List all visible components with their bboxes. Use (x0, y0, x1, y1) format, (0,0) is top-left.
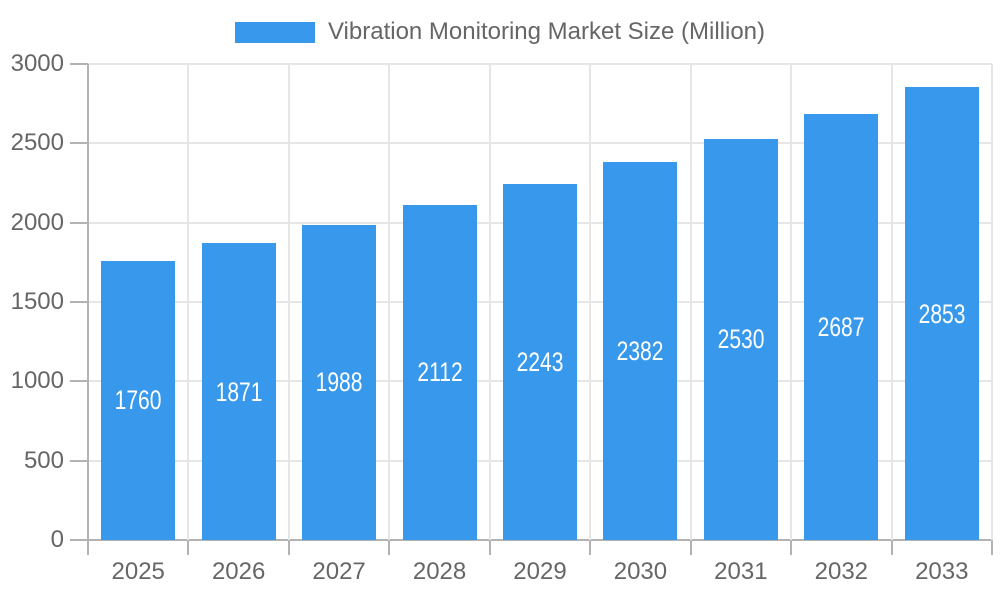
x-tick-mark (991, 540, 993, 555)
bar: 1871 (201, 243, 276, 540)
bar-value-label: 1760 (114, 385, 162, 416)
bar-value-label: 2243 (516, 347, 564, 378)
bar-value-label: 2382 (616, 336, 664, 367)
bar: 2112 (402, 204, 477, 540)
y-tick-mark (70, 221, 88, 224)
y-gridline (88, 539, 992, 541)
x-tick-mark (689, 540, 692, 555)
bar-value-label: 2112 (416, 357, 463, 388)
bar-value-label: 2687 (817, 311, 865, 342)
x-tick-label: 2027 (312, 558, 366, 585)
y-tick-mark (70, 63, 88, 65)
bar-value-label: 2530 (717, 324, 765, 355)
plot-area: 1760 1871 1988 2112 2243 2382 2530 2687 2853 (87, 63, 993, 541)
x-gridline (488, 64, 491, 540)
x-gridline (790, 64, 793, 540)
y-tick-mark (70, 142, 88, 145)
y-tick-mark (70, 301, 88, 303)
y-tick-label: 2500 (10, 129, 64, 157)
bar: 2530 (703, 138, 778, 540)
bar-value-label: 1988 (315, 367, 363, 398)
x-gridline (991, 64, 993, 540)
x-gridline (87, 64, 89, 540)
x-tick-mark (488, 540, 491, 555)
x-tick-label: 2029 (513, 558, 567, 585)
x-tick-label: 2028 (412, 558, 467, 585)
x-tick-label: 2031 (714, 558, 768, 585)
legend-swatch (234, 21, 315, 43)
x-tick-mark (87, 540, 89, 555)
legend-label: Vibration Monitoring Market Size (Millio… (327, 18, 766, 45)
x-tick-mark (589, 540, 592, 555)
y-tick-mark (70, 459, 88, 462)
bar: 1988 (302, 224, 377, 540)
x-tick-mark (890, 540, 893, 555)
bar-value-label: 1871 (215, 376, 263, 407)
x-tick-label: 2026 (211, 558, 266, 585)
y-tick-mark (70, 539, 88, 541)
y-gridline (88, 142, 992, 145)
y-tick-label: 1500 (10, 288, 64, 315)
bar: 2853 (904, 87, 979, 540)
x-tick-mark (287, 540, 290, 555)
x-gridline (890, 64, 893, 540)
x-gridline (287, 64, 290, 540)
bar: 2687 (804, 113, 879, 540)
x-tick-label: 2025 (111, 558, 165, 585)
x-gridline (689, 64, 692, 540)
bar: 2382 (603, 162, 678, 540)
x-tick-mark (187, 540, 190, 555)
x-gridline (187, 64, 190, 540)
y-tick-label: 1000 (10, 367, 64, 395)
y-gridline (88, 63, 992, 65)
y-tick-label: 500 (23, 446, 64, 474)
y-tick-label: 0 (50, 526, 64, 553)
x-gridline (589, 64, 592, 540)
bar: 1760 (101, 260, 176, 540)
y-tick-mark (70, 380, 88, 383)
x-tick-label: 2032 (814, 558, 869, 585)
bar-value-label: 2853 (918, 298, 966, 329)
bar: 2243 (503, 184, 577, 540)
x-tick-mark (388, 540, 391, 555)
x-tick-label: 2030 (613, 558, 668, 585)
y-tick-label: 3000 (10, 50, 64, 77)
x-tick-mark (790, 540, 793, 555)
x-gridline (388, 64, 391, 540)
x-tick-label: 2033 (915, 558, 969, 585)
y-tick-label: 2000 (10, 208, 64, 236)
legend-item[interactable]: Vibration Monitoring Market Size (Millio… (0, 16, 1000, 48)
